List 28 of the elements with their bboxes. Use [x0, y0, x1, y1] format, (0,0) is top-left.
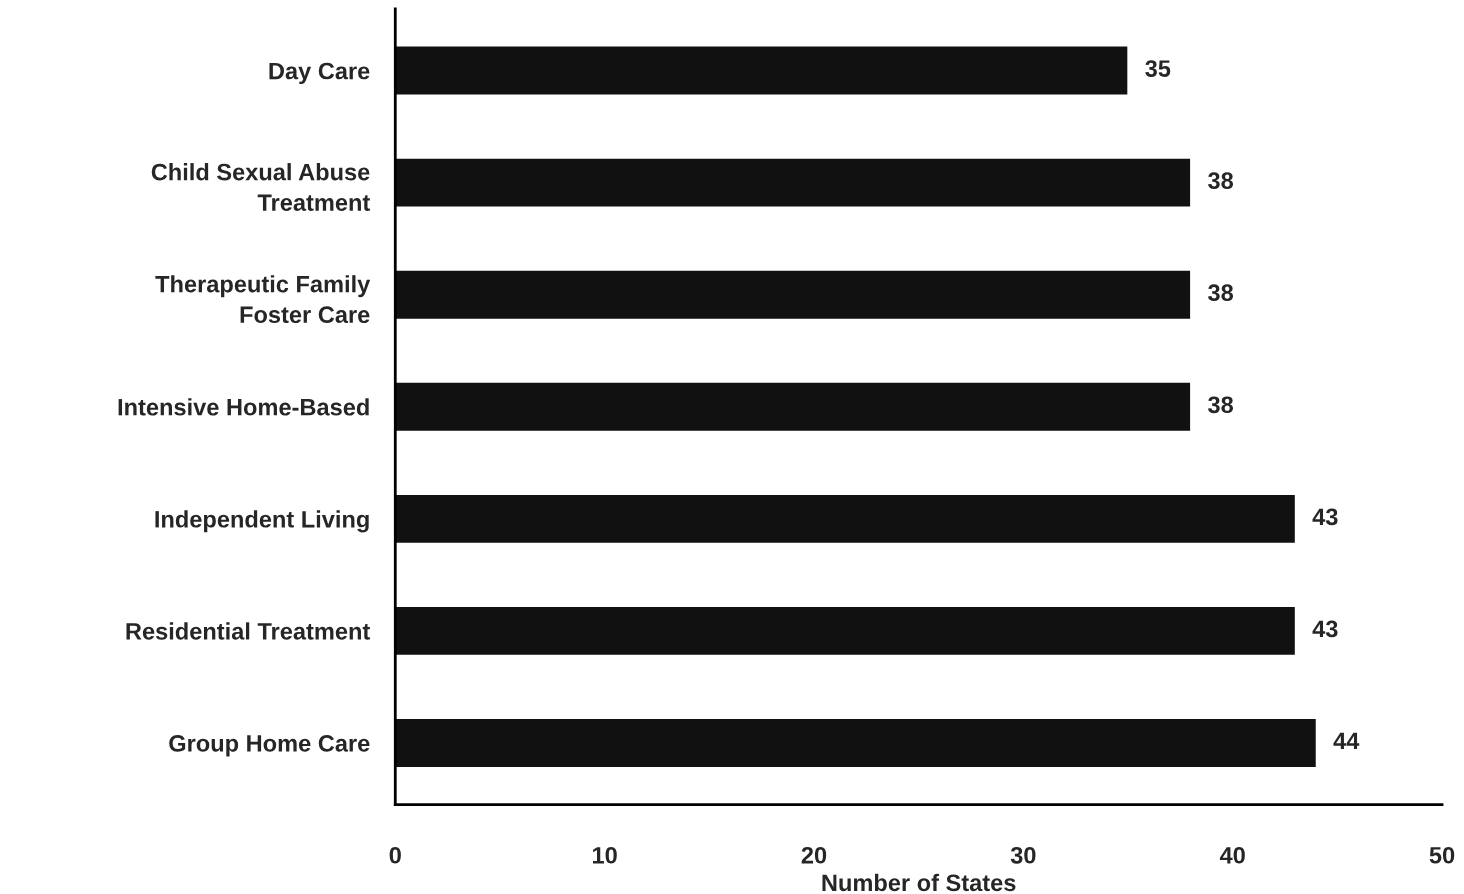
y-tick-label: Residential Treatment	[126, 622, 371, 640]
x-tick-label: 40	[1219, 846, 1245, 864]
x-axis-title: Number of States	[822, 873, 1016, 892]
x-tick-label: 30	[1010, 846, 1036, 864]
data-label: 43	[1312, 620, 1338, 638]
bar	[395, 157, 1192, 208]
data-label: 38	[1208, 284, 1234, 302]
data-label: 38	[1208, 172, 1234, 190]
x-tick-label: 20	[801, 846, 827, 864]
data-label: 35	[1145, 60, 1171, 77]
y-tick-label: Intensive Home-Based	[118, 398, 369, 416]
y-tick-label: Therapeutic Family Foster Care	[155, 275, 371, 324]
x-tick-label: 0	[389, 846, 401, 864]
y-tick-label: Group Home Care	[169, 735, 370, 757]
x-tick-label: 10	[592, 846, 617, 864]
y-tick-label: Child Sexual Abuse Treatment	[151, 163, 370, 211]
bar	[395, 45, 1129, 96]
bar	[395, 717, 1318, 769]
data-label: 44	[1333, 732, 1360, 750]
bar	[395, 605, 1297, 657]
bar	[395, 269, 1192, 321]
data-label: 43	[1312, 508, 1338, 526]
y-tick-label: Independent Living	[155, 510, 369, 533]
bar	[395, 381, 1192, 433]
data-label: 38	[1208, 396, 1234, 414]
x-tick-label: 50	[1429, 846, 1455, 864]
bar	[395, 493, 1297, 545]
y-tick-label: Day Care	[269, 62, 370, 85]
